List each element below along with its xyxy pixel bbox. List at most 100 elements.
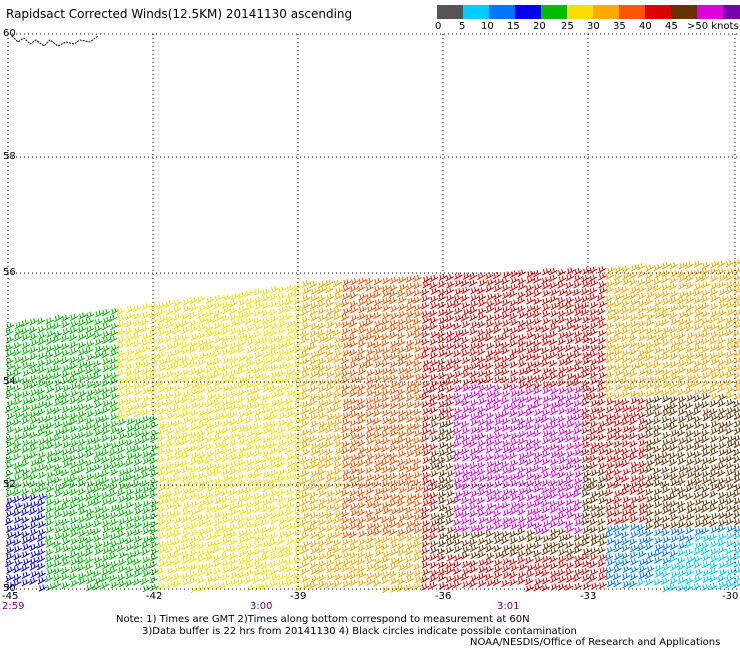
wind-barb [197, 484, 207, 493]
wind-barb [726, 281, 735, 289]
wind-barb [509, 283, 519, 292]
wind-barb [629, 377, 639, 385]
wind-barb [566, 406, 575, 415]
wind-barb [397, 570, 407, 578]
wind-barb [629, 487, 638, 496]
wind-barb [701, 358, 711, 366]
note-line-2: 3)Data buffer is 22 hrs from 20141130 4)… [142, 626, 577, 637]
wind-barb [158, 554, 167, 562]
wind-barb [221, 322, 231, 330]
wind-barb [446, 454, 455, 463]
wind-barb [334, 530, 343, 538]
wind-barb [189, 570, 198, 579]
wind-barb [213, 379, 223, 387]
wind-barb [454, 279, 464, 287]
wind-barb [628, 509, 638, 517]
wind-barb [245, 576, 254, 584]
wind-barb [629, 551, 638, 559]
wind-barb [21, 494, 30, 502]
wind-barb [413, 513, 423, 522]
wind-barb [550, 288, 560, 297]
wind-barb [5, 455, 14, 464]
wind-barb [150, 358, 159, 366]
wind-barb [269, 357, 278, 365]
wind-barb [109, 533, 119, 541]
wind-barb [533, 339, 542, 348]
wind-barb [101, 427, 111, 435]
wind-barb [190, 333, 200, 341]
wind-barb [261, 533, 270, 541]
wind-barb [701, 443, 710, 452]
wind-barb [254, 541, 263, 549]
wind-barb [390, 485, 399, 493]
wind-barb [326, 490, 336, 498]
wind-barb [549, 416, 558, 424]
wind-barb [590, 358, 599, 366]
wind-barb [157, 582, 166, 591]
wind-barb [309, 393, 319, 401]
wind-barb [453, 454, 462, 463]
wind-barb [413, 563, 422, 571]
wind-barb [293, 472, 303, 480]
wind-barb [709, 443, 719, 451]
wind-barb [413, 366, 423, 374]
wind-barb [654, 299, 663, 307]
wind-barb [101, 421, 111, 430]
wind-barb [702, 408, 711, 416]
wind-barb [589, 301, 599, 309]
wind-barb [478, 565, 487, 574]
legend-swatch-4 [541, 5, 567, 19]
wind-barb [205, 316, 215, 325]
wind-barb [349, 503, 359, 511]
wind-barb [437, 513, 446, 521]
wind-barb [517, 494, 527, 503]
wind-barb [405, 457, 414, 465]
wind-barb [492, 397, 502, 405]
wind-barb [285, 368, 295, 377]
wind-barb [174, 433, 183, 441]
wind-barb [693, 465, 702, 473]
wind-barb [726, 286, 735, 295]
wind-barb [485, 565, 494, 574]
wind-barb [12, 453, 22, 461]
wind-barb [126, 446, 135, 454]
wind-barb [525, 458, 534, 466]
wind-barb [686, 381, 695, 389]
wind-barb [356, 489, 366, 497]
wind-barb [718, 512, 727, 520]
wind-barb [381, 486, 391, 495]
wind-barb [253, 344, 263, 353]
wind-barb [173, 356, 182, 364]
wind-barb [93, 325, 103, 333]
wind-barb [246, 297, 255, 306]
wind-barb [613, 496, 622, 504]
wind-barb [94, 338, 104, 346]
wind-barb [53, 463, 62, 472]
wind-barb [141, 541, 151, 549]
wind-barb [606, 343, 615, 351]
wind-barb [532, 464, 542, 473]
wind-barb [37, 577, 47, 585]
wind-barb [180, 319, 190, 328]
wind-barb [357, 501, 366, 510]
wind-barb [214, 525, 223, 534]
wind-barb [197, 339, 207, 348]
wind-barb [374, 424, 384, 432]
wind-barb [630, 475, 640, 483]
wind-barb [149, 330, 158, 338]
wind-barb [572, 288, 582, 297]
wind-barb [110, 413, 119, 421]
wind-barb [405, 477, 414, 486]
legend-label-10: 10 [481, 21, 494, 32]
wind-barb [574, 386, 584, 394]
wind-barb [20, 327, 30, 335]
wind-barb [404, 352, 414, 361]
wind-barb [492, 326, 502, 334]
wind-barb [318, 426, 327, 434]
wind-barb [134, 347, 144, 355]
wind-barb [118, 432, 128, 441]
wind-barb [110, 372, 119, 380]
wind-barb [254, 323, 263, 332]
wind-barb [389, 520, 399, 529]
wind-barb [21, 347, 31, 356]
